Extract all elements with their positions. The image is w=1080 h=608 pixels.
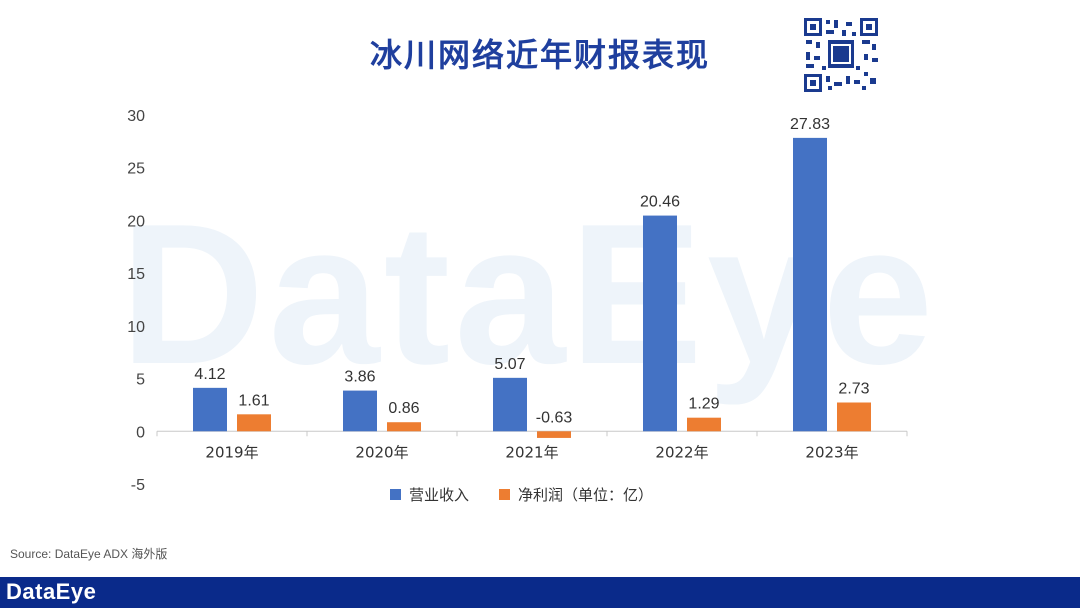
source-note: Source: DataEye ADX 海外版 [10,547,168,561]
bar-revenue [493,377,527,432]
qr-code-icon [802,16,880,94]
x-tick-label: 2021年 [505,443,558,461]
footer-bar: DataEye [0,577,1080,608]
data-label: -0.63 [536,409,573,426]
data-label: 0.86 [388,400,419,417]
bar-profit [837,402,871,432]
footer-logo: DataEye [6,579,97,604]
bar-revenue [793,137,827,432]
bar-profit [687,417,721,432]
data-label: 4.12 [194,366,225,383]
legend-swatch-profit [499,489,511,500]
y-tick-label: 25 [127,161,145,178]
data-label: 1.61 [238,392,269,409]
y-tick-label: 30 [127,108,145,125]
y-tick-label: 20 [127,213,145,230]
x-tick-label: 2019年 [205,443,258,461]
bar-profit [237,414,271,432]
y-tick-label: -5 [131,477,145,494]
legend-swatch-revenue [390,489,401,500]
data-label: 27.83 [790,116,830,133]
bar-chart: 30 25 20 15 10 5 0 -5 2019年 4.12 1.61 2020年 3.86 0.86… [127,108,908,494]
bar-revenue [343,390,377,432]
legend-item-revenue: 营业收入 [390,484,469,505]
data-label: 3.86 [344,369,375,386]
legend-label-profit: 净利润（单位：亿） [518,486,654,504]
y-tick-label: 15 [127,266,145,283]
y-tick-label: 10 [127,319,145,336]
y-tick-label: 0 [136,424,145,441]
data-label: 5.07 [494,356,525,373]
chart-title: 冰川网络近年财报表现 [369,36,710,74]
legend: 营业收入 净利润（单位：亿） [390,484,653,505]
legend-item-profit: 净利润（单位：亿） [499,484,653,505]
x-tick-label: 2022年 [655,443,708,461]
y-tick-label: 5 [136,372,145,389]
bar-profit [387,422,421,432]
x-tick-label: 2020年 [355,443,408,461]
data-label: 1.29 [688,396,719,413]
bar-revenue [193,387,227,432]
bar-revenue [643,215,677,432]
bar-profit [537,431,571,438]
x-tick-label: 2023年 [805,443,858,461]
legend-label-revenue: 营业收入 [409,486,470,504]
data-label: 20.46 [640,194,680,211]
data-label: 2.73 [838,381,869,398]
